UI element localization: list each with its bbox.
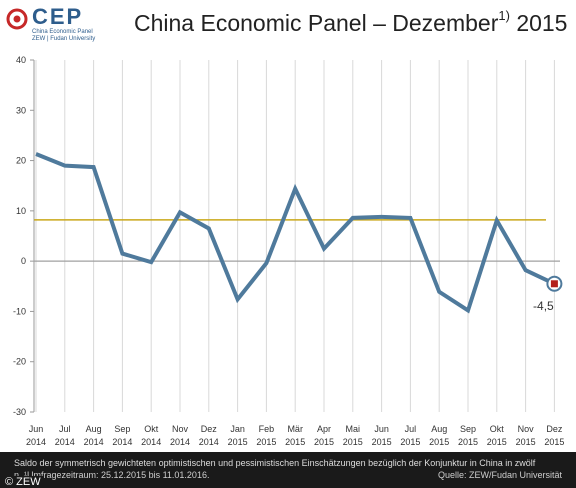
title-footnote-mark: 1) [498, 8, 510, 23]
logo-name: CEP [32, 4, 84, 29]
x-tick-label-month: Jul [59, 424, 71, 434]
x-tick-label-month: Sep [114, 424, 130, 434]
x-tick-label-year: 2014 [170, 437, 190, 447]
y-tick-label: 0 [21, 256, 26, 266]
x-tick-label-month: Dez [201, 424, 218, 434]
x-tick-label-month: Sep [460, 424, 476, 434]
x-tick-label-year: 2015 [314, 437, 334, 447]
last-point-marker-core [550, 280, 558, 288]
title-main: China Economic Panel – Dezember [134, 10, 499, 36]
x-tick-label-month: Feb [259, 424, 275, 434]
footer: Saldo der symmetrisch gewichteten optimi… [0, 452, 576, 488]
x-tick-label-month: Okt [144, 424, 159, 434]
last-value-label: -4,5 [533, 299, 554, 313]
x-tick-label-year: 2015 [487, 437, 507, 447]
x-tick-label-month: Nov [518, 424, 535, 434]
x-tick-label-month: Apr [317, 424, 331, 434]
x-tick-label-year: 2014 [141, 437, 161, 447]
logo-line1: China Economic Panel [32, 29, 93, 35]
y-tick-label: 30 [16, 105, 26, 115]
x-tick-label-year: 2015 [343, 437, 363, 447]
x-tick-label-month: Mär [287, 424, 303, 434]
y-tick-label: 20 [16, 156, 26, 166]
x-tick-label-year: 2015 [256, 437, 276, 447]
y-tick-label: -30 [13, 407, 26, 417]
x-tick-label-month: Jun [374, 424, 389, 434]
x-tick-label-month: Mai [346, 424, 361, 434]
x-tick-label-month: Dez [546, 424, 563, 434]
series-line [35, 152, 556, 314]
x-tick-label-month: Okt [490, 424, 505, 434]
x-tick-label-month: Jan [230, 424, 245, 434]
source-note: Quelle: ZEW/Fudan Universität [437, 470, 562, 480]
logo-line2: ZEW | Fudan University [32, 36, 96, 42]
line-chart: 403020100-10-20-30Jun2014Jul2014Aug2014S… [13, 55, 564, 447]
cep-logo: CEP China Economic Panel ZEW | Fudan Uni… [6, 4, 126, 44]
x-tick-label-year: 2014 [84, 437, 104, 447]
chart-title: China Economic Panel – Dezember1) 2015 [134, 8, 568, 37]
x-tick-label-month: Nov [172, 424, 189, 434]
x-tick-label-year: 2014 [199, 437, 219, 447]
x-tick-label-month: Jul [405, 424, 417, 434]
footnote-line1: Saldo der symmetrisch gewichteten optimi… [14, 458, 536, 468]
x-tick-label-month: Aug [431, 424, 447, 434]
y-tick-label: -20 [13, 357, 26, 367]
x-tick-label-month: Aug [86, 424, 102, 434]
x-tick-label-year: 2015 [458, 437, 478, 447]
x-tick-label-month: Jun [29, 424, 44, 434]
x-tick-label-year: 2015 [516, 437, 536, 447]
x-tick-label-year: 2015 [228, 437, 248, 447]
x-tick-label-year: 2015 [372, 437, 392, 447]
x-tick-label-year: 2014 [112, 437, 132, 447]
x-tick-label-year: 2014 [26, 437, 46, 447]
y-tick-label: -10 [13, 306, 26, 316]
cep-logo-icon [6, 8, 28, 30]
y-tick-label: 40 [16, 55, 26, 65]
x-tick-label-year: 2015 [400, 437, 420, 447]
x-tick-label-year: 2015 [429, 437, 449, 447]
x-tick-label-year: 2015 [285, 437, 305, 447]
title-year: 2015 [516, 10, 568, 36]
footnote-line2: n. ¹Umfragezeitraum: 25.12.2015 bis 11.0… [14, 470, 210, 480]
copyright: © ZEW [3, 476, 43, 488]
x-tick-label-year: 2015 [544, 437, 564, 447]
y-tick-label: 10 [16, 206, 26, 216]
x-tick-label-year: 2014 [55, 437, 75, 447]
